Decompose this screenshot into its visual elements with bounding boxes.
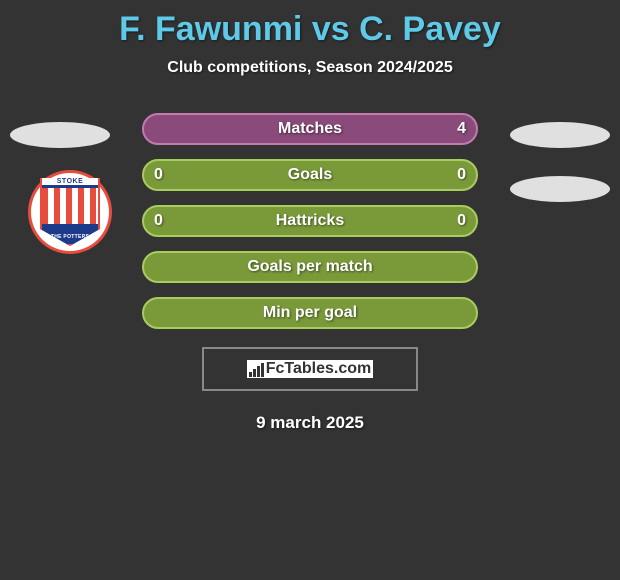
stat-row-hattricks: 0 Hattricks 0 [142,205,478,237]
footer-brand-inner: FcTables.com [247,360,374,378]
club-badge-stripes [42,188,98,224]
date-text: 9 march 2025 [0,413,620,433]
club-badge-name-bot: THE POTTERS [42,234,98,240]
stat-right-value: 4 [457,120,466,138]
footer-brand-text: FcTables.com [266,360,372,378]
chart-bars-icon [249,361,264,377]
stat-label: Goals [288,166,332,184]
stat-label: Matches [278,120,342,138]
stat-label: Goals per match [247,258,372,276]
stat-left-value: 0 [154,166,163,184]
stat-label: Min per goal [263,304,357,322]
stat-left-value: 0 [154,212,163,230]
club-badge-left: STOKE THE POTTERS [28,170,112,254]
stat-row-goals-per-match: Goals per match [142,251,478,283]
club-badge-name-top: STOKE [42,178,98,185]
stat-row-matches: Matches 4 [142,113,478,145]
club-badge-shield: STOKE THE POTTERS [40,178,100,246]
player-right-placeholder [510,122,610,148]
page-title: F. Fawunmi vs C. Pavey [0,0,620,49]
player-left-placeholder [10,122,110,148]
stat-row-goals: 0 Goals 0 [142,159,478,191]
footer-brand-box: FcTables.com [202,347,418,391]
stat-right-value: 0 [457,212,466,230]
stat-right-value: 0 [457,166,466,184]
subtitle: Club competitions, Season 2024/2025 [0,59,620,77]
stat-label: Hattricks [276,212,344,230]
stat-row-min-per-goal: Min per goal [142,297,478,329]
club-right-placeholder [510,176,610,202]
